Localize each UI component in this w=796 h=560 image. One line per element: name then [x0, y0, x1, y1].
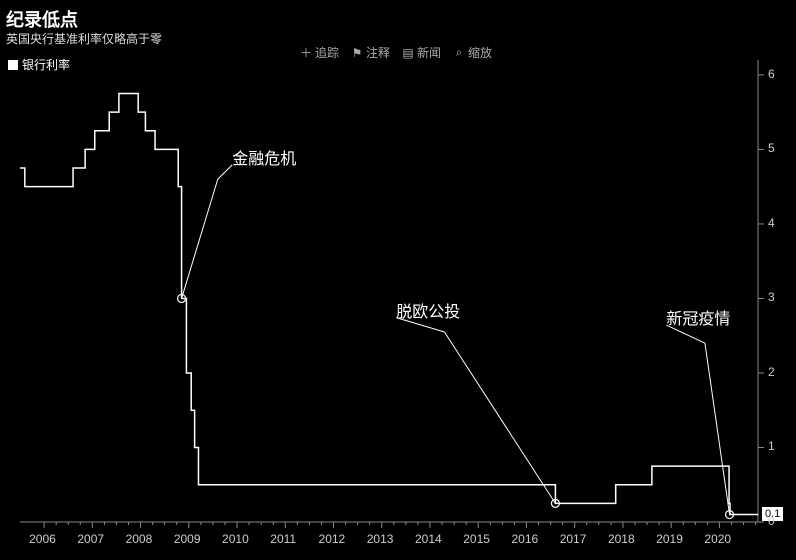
- x-tick-label: 2019: [656, 532, 683, 546]
- x-tick-label: 2016: [511, 532, 538, 546]
- y-tick-label: 3: [768, 290, 775, 304]
- x-tick-label: 2010: [222, 532, 249, 546]
- x-tick-label: 2012: [319, 532, 346, 546]
- x-tick-label: 2014: [415, 532, 442, 546]
- x-tick-label: 2007: [77, 532, 104, 546]
- annotation-label: 新冠疫情: [666, 305, 730, 329]
- x-tick-label: 2008: [126, 532, 153, 546]
- y-tick-label: 2: [768, 365, 775, 379]
- x-tick-label: 2017: [560, 532, 587, 546]
- x-tick-label: 2009: [174, 532, 201, 546]
- x-tick-label: 2020: [704, 532, 731, 546]
- y-tick-label: 0: [768, 514, 775, 528]
- x-tick-label: 2006: [29, 532, 56, 546]
- x-tick-label: 2011: [270, 532, 296, 546]
- y-tick-label: 5: [768, 141, 775, 155]
- y-tick-label: 6: [768, 67, 775, 81]
- chart-root: { "title": { "text": "纪录低点", "fontsize":…: [0, 0, 796, 560]
- annotation-label: 脱欧公投: [396, 298, 460, 322]
- annotation-label: 金融危机: [232, 145, 296, 169]
- x-tick-label: 2015: [463, 532, 490, 546]
- x-tick-label: 2018: [608, 532, 635, 546]
- chart-canvas: [0, 0, 796, 560]
- x-tick-label: 2013: [367, 532, 394, 546]
- y-tick-label: 4: [768, 216, 775, 230]
- y-tick-label: 1: [768, 439, 775, 453]
